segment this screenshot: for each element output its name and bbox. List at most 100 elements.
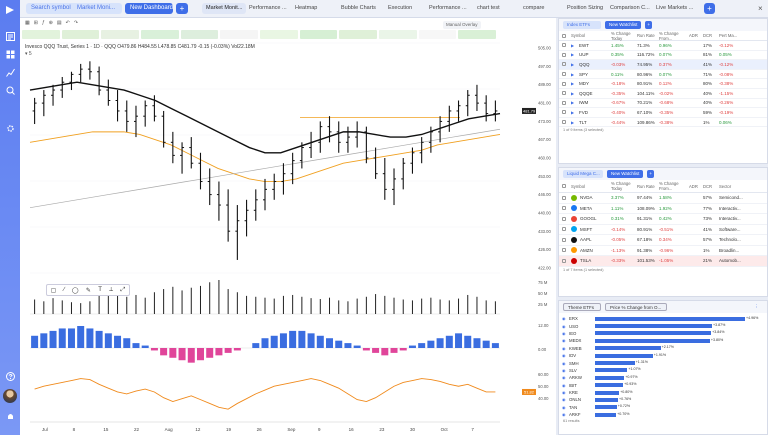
scanner-icon[interactable] xyxy=(4,84,16,96)
row-checkbox[interactable] xyxy=(562,110,566,115)
mega-column-header[interactable]: % Change Today xyxy=(611,181,631,191)
play-icon[interactable]: ◉ xyxy=(562,375,566,381)
tab-position-sizing[interactable]: Position Sizing xyxy=(567,5,604,11)
play-icon[interactable]: ◉ xyxy=(562,330,566,336)
dashboard-icon[interactable] xyxy=(4,48,16,60)
logo-icon[interactable] xyxy=(4,4,16,16)
play-icon[interactable]: ◉ xyxy=(562,412,566,418)
redo-icon[interactable]: ↷ xyxy=(73,20,79,26)
theme-bar-row[interactable]: ◉ TAN +0.72% xyxy=(559,404,767,411)
mega-column-header[interactable]: ADR xyxy=(689,183,698,189)
theme-sort-select[interactable]: Price % Change from O... xyxy=(605,303,667,311)
etf-table-row[interactable]: ▶ SPY 0.11% 80.96% 0.07% 71% -0.08% xyxy=(559,70,767,80)
play-icon[interactable]: ▶ xyxy=(571,81,575,87)
play-icon[interactable]: ◉ xyxy=(562,360,566,366)
theme-bar-row[interactable]: ◉ ARKW +0.97% xyxy=(559,374,767,381)
user-avatar[interactable] xyxy=(3,389,17,403)
mega-column-header[interactable]: Symbol xyxy=(571,183,585,189)
text-icon[interactable]: T xyxy=(98,287,102,293)
etf-column-header[interactable]: Run Rate xyxy=(637,33,655,38)
row-checkbox[interactable] xyxy=(562,258,566,263)
etf-table-row[interactable]: ▶ UUP 0.35% 116.72% 0.07% 81% 0.05% xyxy=(559,51,767,61)
play-icon[interactable]: ◉ xyxy=(562,397,566,403)
etf-column-header[interactable]: DCR xyxy=(703,33,713,38)
etf-new-watchlist-button[interactable]: New Watchlist xyxy=(605,21,642,29)
theme-bar-row[interactable]: ◉ ARKF +0.70% xyxy=(559,411,767,418)
play-icon[interactable]: ▶ xyxy=(571,42,575,48)
play-icon[interactable]: ◉ xyxy=(562,323,566,329)
select-all-checkbox[interactable] xyxy=(562,33,566,38)
mega-new-watchlist-button[interactable]: New Watchlist xyxy=(607,170,644,178)
row-checkbox[interactable] xyxy=(562,91,566,96)
row-checkbox[interactable] xyxy=(562,72,566,77)
brush-icon[interactable]: ✎ xyxy=(85,287,91,294)
notifications-icon[interactable] xyxy=(4,410,16,422)
undo-icon[interactable]: ↶ xyxy=(65,20,70,26)
row-checkbox[interactable] xyxy=(562,100,566,105)
mega-table-row[interactable]: GOOGL 0.31% 91.31% 0.42% 73% Interactiv... xyxy=(559,214,767,225)
symbol-search-input[interactable]: Search symbol xyxy=(26,3,88,14)
etf-table-row[interactable]: ▶ EWT 1.45% 71.3% 0.96% 17% -0.12% xyxy=(559,41,767,51)
layout-icon[interactable]: ▤ xyxy=(56,20,62,26)
etf-watchlist-select[interactable]: Index ETFs xyxy=(563,21,601,29)
mega-table-row[interactable]: AMZN -1.13% 91.38% -0.96% 1% Broadlin... xyxy=(559,246,767,256)
play-icon[interactable]: ◉ xyxy=(562,390,566,396)
play-icon[interactable]: ▶ xyxy=(571,109,575,115)
tab-compare[interactable]: compare xyxy=(523,5,545,11)
row-checkbox[interactable] xyxy=(562,216,566,221)
row-checkbox[interactable] xyxy=(562,52,566,57)
compare-icon[interactable]: ⊕ xyxy=(48,20,53,26)
close-icon[interactable]: × xyxy=(758,4,763,13)
play-icon[interactable]: ◉ xyxy=(562,404,566,410)
mega-table-row[interactable]: MSFT -0.14% 80.91% -0.51% 41% Software... xyxy=(559,225,767,235)
tab-bubble-charts[interactable]: Bubble Charts xyxy=(341,5,376,11)
theme-bar-row[interactable]: ◉ ONLN +0.76% xyxy=(559,396,767,403)
play-icon[interactable]: ▶ xyxy=(571,71,575,77)
etf-add-button[interactable]: + xyxy=(645,21,652,29)
ruler-icon[interactable]: ⤢ xyxy=(120,286,126,293)
tab-live-markets[interactable]: Live Markets ... xyxy=(656,5,694,11)
trendline-icon[interactable]: ∕ xyxy=(63,287,65,293)
etf-table-row[interactable]: ▶ QQQ -0.03% 74.95% 0.37% 41% -0.12% xyxy=(559,60,767,70)
mega-table-row[interactable]: AAPL -0.05% 67.18% 0.34% 57% Technolo... xyxy=(559,235,767,246)
etf-column-header[interactable]: % Change Today xyxy=(611,30,631,41)
theme-bar-row[interactable]: ◉ KWEB +2.17% xyxy=(559,345,767,352)
mega-column-header[interactable]: Run Rate xyxy=(637,183,655,189)
chart-panel[interactable]: ▦ ⊞ ƒ ⊕ ▤ ↶ ↷ Manual Overlay Invesco QQQ… xyxy=(20,18,556,435)
play-icon[interactable]: ◉ xyxy=(562,316,566,322)
mega-table-row[interactable]: NVDA 3.37% 97.44% 1.58% 57% Semicond... xyxy=(559,193,767,204)
play-icon[interactable]: ▶ xyxy=(571,61,575,67)
row-checkbox[interactable] xyxy=(562,248,566,253)
row-checkbox[interactable] xyxy=(562,237,566,242)
mega-table-row[interactable]: META 1.11% 108.09% 1.92% 77% Interactiv... xyxy=(559,204,767,214)
play-icon[interactable]: ◉ xyxy=(562,338,566,344)
tab-execution[interactable]: Execution xyxy=(388,5,413,11)
measure-icon[interactable]: ⟂ xyxy=(109,286,114,293)
theme-bar-row[interactable]: ◉ IEO +3.84% xyxy=(559,330,767,337)
select-all-checkbox[interactable] xyxy=(562,184,566,188)
theme-watchlist-select[interactable]: Theme ETFs xyxy=(563,303,601,311)
theme-bar-row[interactable]: ◉ SMH +1.31% xyxy=(559,359,767,366)
theme-bar-row[interactable]: ◉ KRE +0.80% xyxy=(559,389,767,396)
crosshair-icon[interactable]: ▢ xyxy=(50,287,57,294)
row-checkbox[interactable] xyxy=(562,43,566,48)
row-checkbox[interactable] xyxy=(562,62,566,67)
tab-market-monitor[interactable]: Market Monit... xyxy=(202,3,247,14)
play-icon[interactable]: ▶ xyxy=(571,52,575,58)
theme-bar-row[interactable]: ◉ ERX +4.96% xyxy=(559,315,767,322)
etf-column-header[interactable]: Symbol xyxy=(571,33,585,38)
play-icon[interactable]: ◉ xyxy=(562,345,566,351)
timeframe-icon[interactable]: ▦ xyxy=(25,20,30,26)
etf-table-row[interactable]: ▶ TLT -0.44% 109.86% -0.38% 1% 0.06% xyxy=(559,118,767,128)
play-icon[interactable]: ◉ xyxy=(562,367,566,373)
indicators-icon[interactable]: ƒ xyxy=(41,20,45,26)
play-icon[interactable]: ▶ xyxy=(571,100,575,106)
add-tab-button[interactable]: + xyxy=(704,3,715,14)
row-checkbox[interactable] xyxy=(562,195,566,200)
etf-column-header[interactable]: Pert Ma... xyxy=(719,33,738,38)
row-checkbox[interactable] xyxy=(562,120,566,125)
theme-bar-row[interactable]: ◉ IDV +1.91% xyxy=(559,352,767,359)
tab-comparison[interactable]: Comparison C... xyxy=(610,5,650,11)
tab-heatmap[interactable]: Heatmap xyxy=(295,5,318,11)
mega-watchlist-select[interactable]: Liquid Mega C... xyxy=(563,170,603,178)
